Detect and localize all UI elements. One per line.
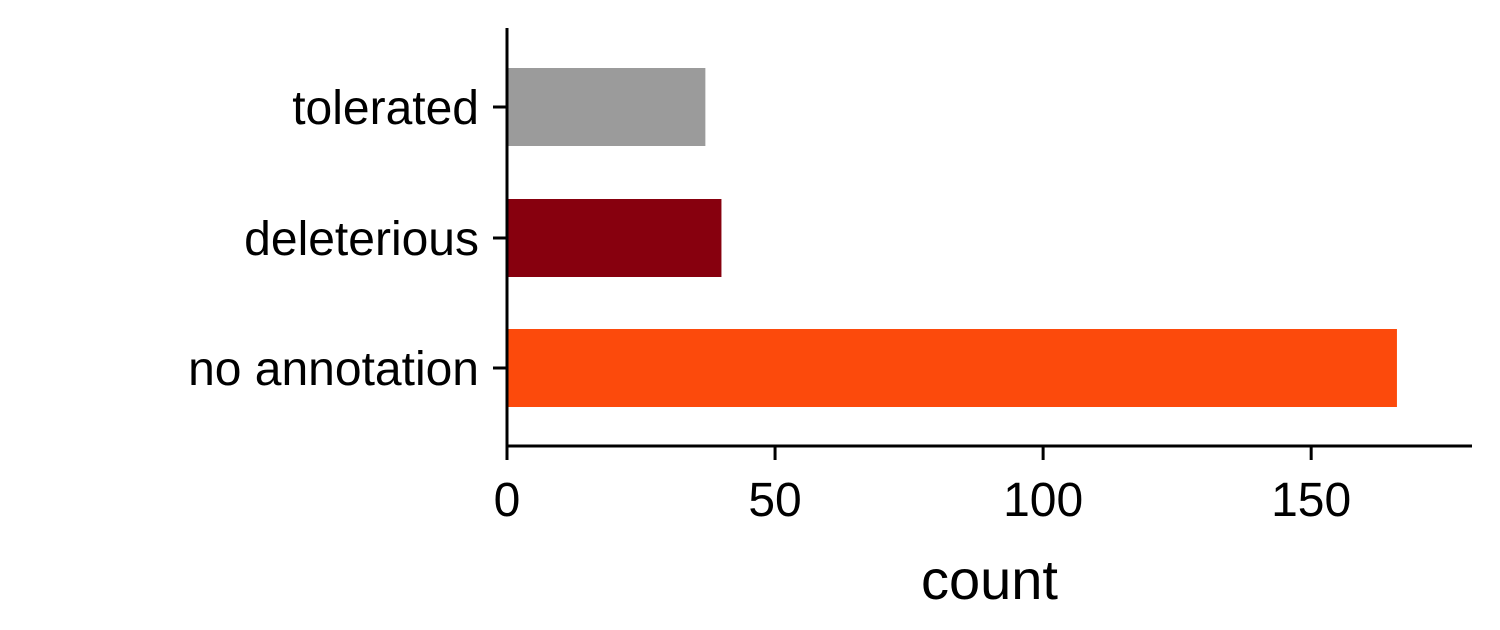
x-tick-label: 0 <box>494 474 521 527</box>
x-axis-ticks: 0 50 100 150 <box>494 446 1351 527</box>
bars-group <box>507 68 1397 407</box>
y-axis-ticks: tolerated deleterious no annotation <box>188 82 507 396</box>
x-tick-label: 100 <box>1003 474 1083 527</box>
y-tick-label: deleterious <box>244 213 479 266</box>
y-tick-label: tolerated <box>292 82 479 135</box>
bar-tolerated <box>507 68 706 146</box>
bar-no-annotation <box>507 329 1397 407</box>
y-tick-label: no annotation <box>188 343 479 396</box>
bar-deleterious <box>507 199 722 277</box>
x-tick-label: 50 <box>748 474 801 527</box>
x-tick-label: 150 <box>1271 474 1351 527</box>
x-axis-title: count <box>921 548 1058 611</box>
